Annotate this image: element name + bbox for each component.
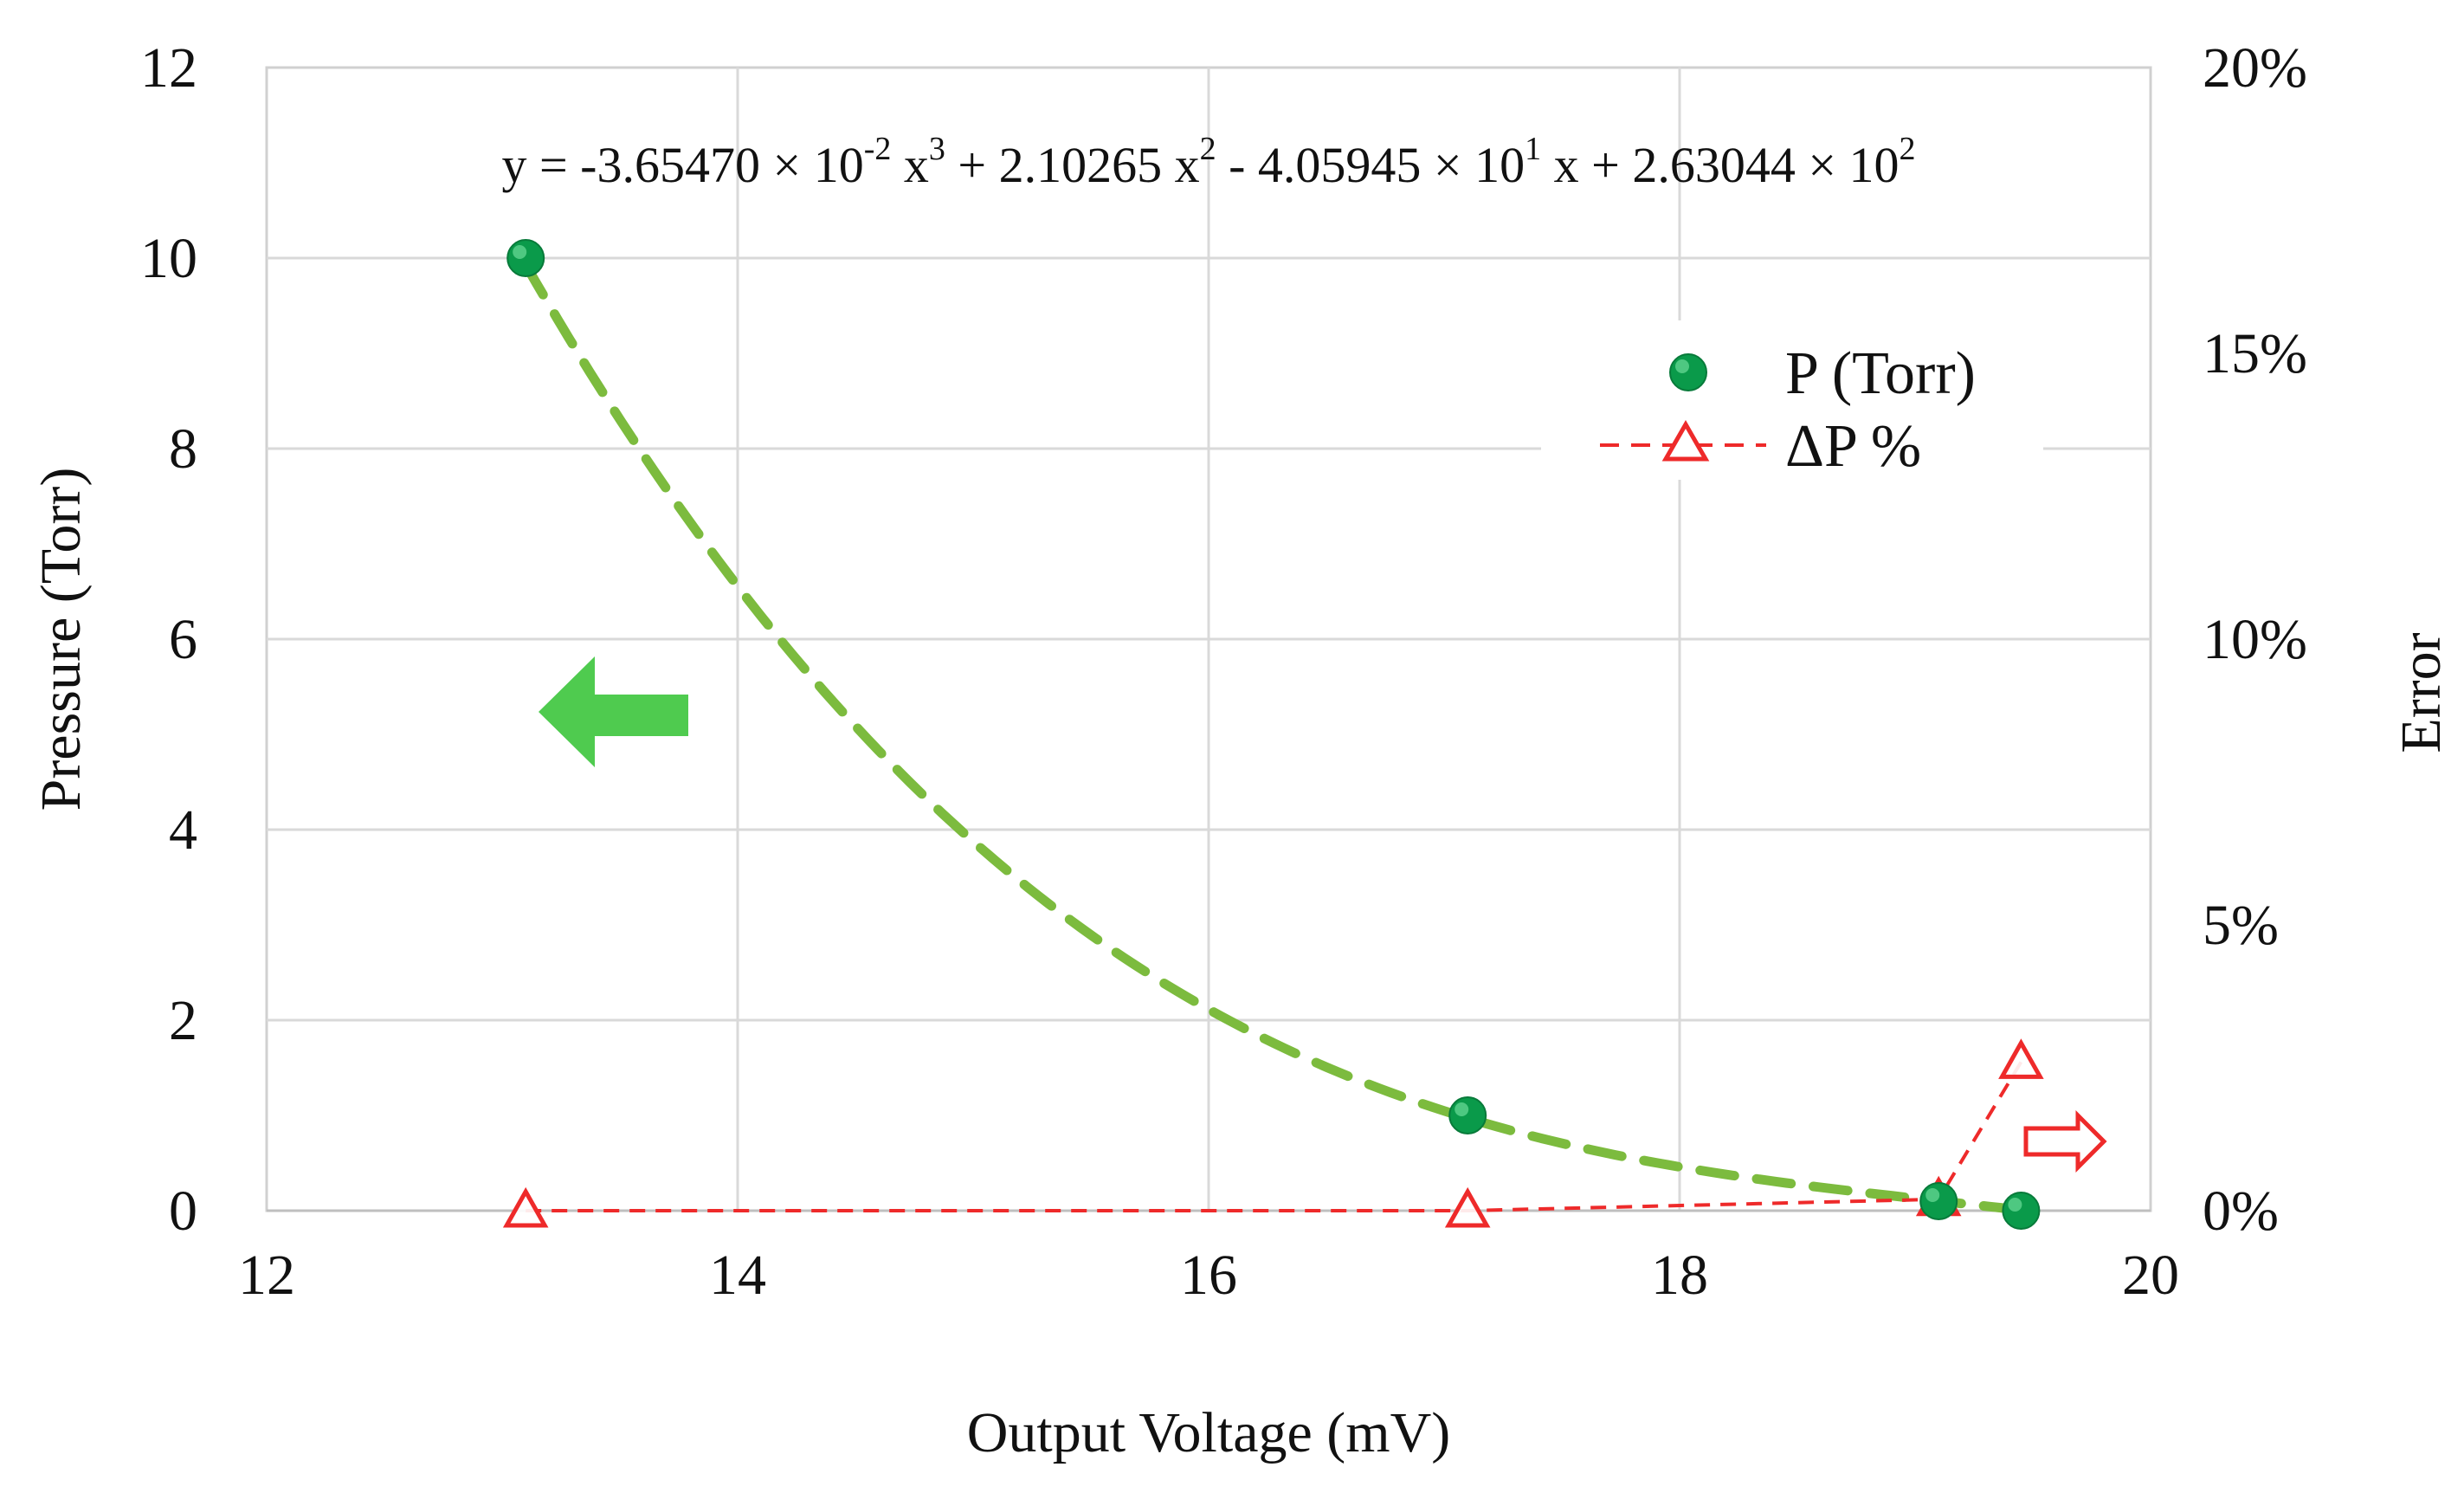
legend-marker-error — [1661, 419, 1710, 462]
y2-axis-ticks: 0% 5% 10% 15% 20% — [2203, 36, 2307, 1243]
legend-label-error: ΔP % — [1785, 413, 1921, 480]
pressure-point-highlight — [513, 245, 527, 259]
pressure-point — [2002, 1192, 2041, 1230]
eq-term4: x + 2.63044 × 10 — [1541, 137, 1899, 193]
y-tick-label: 2 — [169, 989, 197, 1052]
x-tick-label: 12 — [238, 1244, 295, 1307]
eq-pow1: 3 — [929, 131, 945, 167]
pressure-point — [506, 239, 545, 277]
y-tick-label: 8 — [169, 417, 197, 481]
y-tick-label: 6 — [169, 608, 197, 671]
legend-box — [1541, 320, 2043, 480]
y2-tick-label: 0% — [2203, 1180, 2279, 1243]
y2-tick-label: 15% — [2203, 322, 2307, 385]
y-tick-label: 12 — [140, 36, 197, 100]
trendline-curve — [520, 260, 2026, 1215]
x-tick-label: 16 — [1180, 1244, 1237, 1307]
eq-exp1: -2 — [864, 131, 892, 167]
y-tick-label: 10 — [140, 227, 197, 290]
error-series-line — [526, 1061, 2023, 1212]
x-axis-title: Output Voltage (mV) — [967, 1401, 1451, 1464]
right-axis-arrow-icon — [2023, 1109, 2107, 1173]
pressure-point — [1919, 1182, 1958, 1220]
x-axis-ticks: 12 14 16 18 20 — [238, 1244, 2179, 1307]
x-tick-label: 18 — [1651, 1244, 1708, 1307]
y-axis-ticks: 0 2 4 6 8 10 12 — [140, 36, 197, 1243]
y-tick-label: 4 — [169, 798, 197, 862]
y-axis-title: Pressure (Torr) — [29, 468, 93, 811]
eq-exp3: 1 — [1525, 131, 1541, 167]
eq-term2: + 2.10265 x — [945, 137, 1200, 193]
pressure-point-highlight — [1455, 1102, 1469, 1116]
x-tick-label: 14 — [709, 1244, 766, 1307]
eq-pow2: 2 — [1200, 131, 1216, 167]
error-point — [1998, 1038, 2044, 1079]
trendline-equation: y = -3.65470 × 10-2 x3 + 2.10265 x2 - 4.… — [501, 131, 1915, 193]
y2-tick-label: 20% — [2203, 36, 2307, 100]
pressure-point — [1448, 1096, 1487, 1134]
pressure-point-highlight — [1925, 1188, 1940, 1202]
legend-marker-pressure — [1669, 353, 1707, 391]
eq-prefix: y = -3.65470 × 10 — [501, 137, 863, 193]
eq-term3: - 4.05945 × 10 — [1216, 137, 1525, 193]
y-tick-label: 0 — [169, 1180, 197, 1243]
x-tick-label: 20 — [2122, 1244, 2179, 1307]
legend-label-pressure: P (Torr) — [1785, 340, 1976, 407]
eq-exp4: 2 — [1900, 131, 1916, 167]
y2-tick-label: 10% — [2203, 608, 2307, 671]
trendline-layer — [520, 260, 2026, 1215]
error-point — [1444, 1186, 1491, 1228]
eq-term1: x — [891, 137, 929, 193]
left-axis-arrow-icon — [539, 656, 688, 767]
pressure-point-highlight — [2008, 1198, 2022, 1212]
y2-axis-title: Error — [2390, 632, 2453, 753]
pressure-series-layer — [506, 239, 2041, 1230]
y2-tick-label: 5% — [2203, 894, 2279, 957]
error-point — [502, 1186, 549, 1228]
legend: P (Torr) ΔP % — [1541, 320, 2043, 480]
